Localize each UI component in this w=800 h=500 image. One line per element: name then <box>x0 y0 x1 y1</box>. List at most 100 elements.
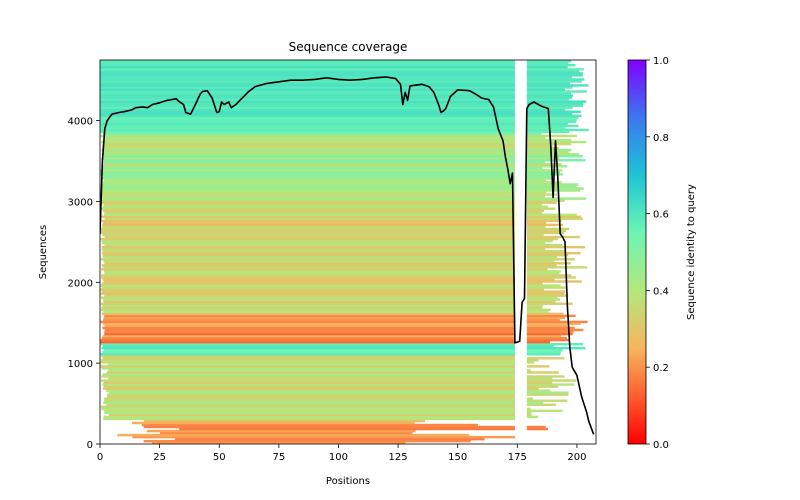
heatmap-row <box>102 209 545 212</box>
heatmap-row <box>100 258 575 261</box>
heatmap-row <box>100 288 544 291</box>
heatmap-row <box>106 389 551 392</box>
heatmap-row <box>174 437 485 441</box>
heatmap-row <box>100 215 582 219</box>
heatmap-row <box>102 223 564 227</box>
heatmap-row <box>103 401 544 404</box>
heatmap-row <box>104 332 573 336</box>
heatmap-row <box>100 379 577 382</box>
y-tick-label: 1000 <box>68 359 93 370</box>
heatmap-row <box>100 80 582 83</box>
heatmap-row <box>102 165 568 168</box>
heatmap-row <box>102 383 575 386</box>
colorbar-tick-label: 0.2 <box>653 363 669 374</box>
heatmap-row <box>100 100 587 103</box>
heatmap-row <box>100 169 563 172</box>
heatmap-row <box>104 213 577 217</box>
heatmap-row <box>100 359 539 362</box>
heatmap-row <box>103 161 546 164</box>
heatmap-row <box>102 256 558 259</box>
heatmap-row <box>102 326 575 330</box>
heatmap-row <box>102 254 569 257</box>
heatmap-row <box>100 122 568 126</box>
heatmap-row <box>100 90 587 93</box>
heatmap-rows <box>100 60 589 444</box>
heatmap-row <box>100 173 563 176</box>
heatmap-row <box>101 290 566 293</box>
heatmap-row <box>100 92 571 95</box>
heatmap-row <box>104 243 563 247</box>
heatmap-row <box>106 371 559 374</box>
heatmap-row <box>101 312 564 316</box>
heatmap-row <box>103 175 551 178</box>
heatmap-row <box>104 324 568 328</box>
heatmap-row <box>101 191 547 194</box>
heatmap-row <box>103 387 539 390</box>
heatmap-row <box>143 419 426 423</box>
x-axis: 0 25 50 75 100 125 150 175 200 <box>97 444 586 463</box>
heatmap-row <box>103 203 542 206</box>
heatmap-row <box>108 377 553 380</box>
heatmap-row <box>102 187 584 190</box>
heatmap-row <box>101 282 543 285</box>
heatmap-row <box>100 130 570 134</box>
colorbar-tick-label: 0.8 <box>653 133 669 144</box>
heatmap-row <box>132 435 517 439</box>
heatmap-row <box>108 369 532 372</box>
heatmap-row <box>102 205 549 208</box>
y-axis: 0 1000 2000 3000 4000 <box>68 117 100 451</box>
heatmap-row <box>100 104 584 107</box>
heatmap-row <box>101 229 567 233</box>
heatmap-row <box>100 405 521 409</box>
heatmap-row <box>100 72 583 75</box>
heatmap-row <box>101 346 586 350</box>
heatmap-row <box>100 84 589 87</box>
heatmap-row <box>100 66 568 69</box>
heatmap-row <box>152 441 406 444</box>
heatmap-row <box>100 118 577 122</box>
heatmap-row <box>100 284 561 287</box>
heatmap-row <box>101 252 581 255</box>
x-tick-label: 25 <box>153 452 166 463</box>
heatmap-row <box>101 195 546 198</box>
heatmap-row <box>100 60 571 63</box>
colorbar-tick-label: 0.6 <box>653 210 669 221</box>
heatmap-row <box>103 349 563 352</box>
heatmap-row <box>117 433 470 437</box>
heatmap-row <box>100 110 581 113</box>
heatmap-row <box>104 411 532 415</box>
heatmap-row <box>100 102 584 105</box>
gap-column <box>514 60 527 444</box>
heatmap-row <box>103 381 553 384</box>
heatmap-row <box>104 294 569 297</box>
heatmap-row <box>101 152 579 156</box>
colorbar-tick-label: 0.0 <box>653 440 669 451</box>
heatmap-row <box>103 221 546 225</box>
heatmap-row <box>160 431 413 435</box>
coverage-line <box>100 76 595 435</box>
colorbar-tick-label: 0.4 <box>653 286 669 297</box>
heatmap-row <box>107 395 526 398</box>
colorbar-tick-label: 1.0 <box>653 56 669 67</box>
heatmap-row <box>100 70 580 73</box>
heatmap-row <box>100 231 565 235</box>
heatmap-row <box>101 199 565 202</box>
heatmap-row <box>101 245 586 249</box>
heatmap-row <box>101 268 548 271</box>
heatmap-row <box>100 124 579 128</box>
heatmap-row <box>101 148 572 152</box>
heatmap-row <box>101 306 543 309</box>
heatmap-row <box>103 310 549 314</box>
heatmap-row <box>100 340 551 344</box>
heatmap-row <box>103 159 586 162</box>
heatmap-row <box>100 98 570 101</box>
heatmap-row <box>146 429 416 433</box>
heatmap-row <box>102 181 562 184</box>
heatmap-row <box>101 367 520 370</box>
heatmap-row <box>108 413 532 417</box>
heatmap-row <box>103 316 566 320</box>
heatmap-row <box>102 351 562 354</box>
heatmap-row <box>104 399 568 402</box>
heatmap-row <box>108 391 569 394</box>
heatmap-row <box>103 409 563 413</box>
